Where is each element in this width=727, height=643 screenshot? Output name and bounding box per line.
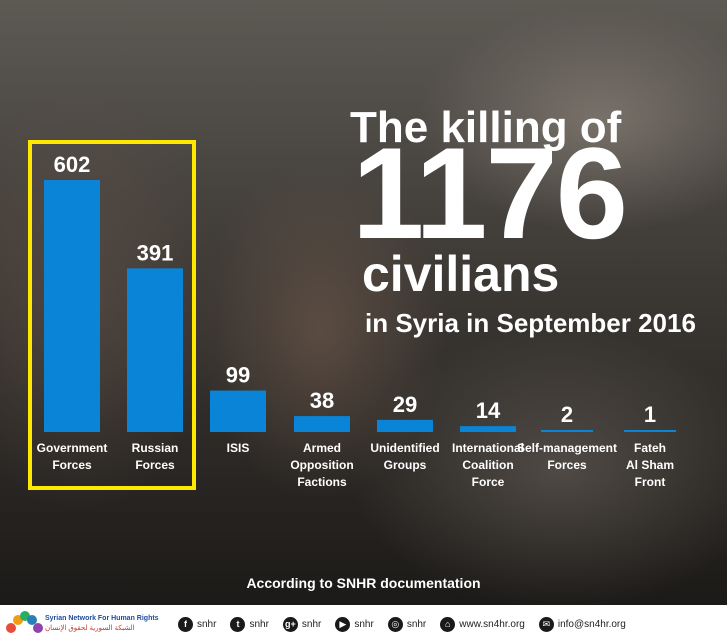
- google-plus-icon: g+: [282, 616, 298, 632]
- social-link-3[interactable]: ▶ snhr: [335, 616, 374, 632]
- logo-dot: [33, 623, 43, 633]
- value-label-4: 29: [393, 392, 417, 417]
- email-icon: ✉: [538, 616, 554, 632]
- category-label-7: Fateh Al Sham Front: [626, 441, 674, 489]
- bar-6: [541, 430, 593, 432]
- bar-chart: 602 Government Forces 391 Russian Forces 99 ISI…: [37, 152, 676, 489]
- bar-3: [294, 416, 350, 432]
- social-link-2[interactable]: g+ snhr: [282, 616, 322, 632]
- value-label-7: 1: [644, 402, 656, 427]
- logo-dot: [20, 611, 30, 621]
- category-label-4: Unidentified Groups: [370, 441, 439, 472]
- category-label-2: ISIS: [227, 441, 250, 455]
- org-name-en: Syrian Network For Human Rights: [45, 615, 159, 622]
- snhr-logo: Syrian Network For Human Rights الشبكة ا…: [6, 611, 178, 637]
- social-link-text: www.sn4hr.org: [459, 618, 525, 630]
- social-link-text: snhr: [406, 618, 427, 630]
- value-label-0: 602: [54, 152, 91, 177]
- logo-dot: [6, 623, 16, 633]
- category-label-5: International Coalition Force: [452, 441, 524, 489]
- value-label-6: 2: [561, 402, 573, 427]
- category-label-6: Self-management Forces: [517, 441, 617, 472]
- youtube-icon: ▶: [335, 616, 351, 632]
- twitter-icon: t: [230, 616, 246, 632]
- bar-7: [624, 430, 676, 432]
- social-link-text: snhr: [301, 618, 322, 630]
- social-link-text: info@sn4hr.org: [557, 618, 626, 630]
- social-link-6[interactable]: ✉ info@sn4hr.org: [538, 616, 626, 632]
- bar-1: [127, 268, 183, 432]
- bar-5: [460, 426, 516, 432]
- logo-people-icon: [6, 611, 43, 637]
- category-label-3: Armed Opposition Factions: [290, 441, 353, 489]
- value-label-5: 14: [476, 398, 501, 423]
- background-photo: [0, 0, 727, 605]
- instagram-icon: ◎: [387, 616, 403, 632]
- value-label-1: 391: [137, 240, 174, 265]
- headline-number: 1176: [352, 120, 628, 266]
- headline-line-3: civilians: [362, 246, 560, 302]
- bar-2: [210, 390, 266, 432]
- logo-dot: [27, 615, 37, 625]
- org-name-ar: الشبكة السورية لحقوق الإنسان: [45, 625, 135, 632]
- web-icon: ⌂: [440, 616, 456, 632]
- bar-0: [44, 180, 100, 432]
- value-label-3: 38: [310, 388, 334, 413]
- footer-bar: Syrian Network For Human Rights الشبكة ا…: [0, 605, 727, 643]
- category-label-0: Government Forces: [37, 441, 108, 472]
- social-link-0[interactable]: f snhr: [178, 616, 217, 632]
- social-link-1[interactable]: t snhr: [230, 616, 269, 632]
- social-link-text: snhr: [354, 618, 374, 630]
- social-link-4[interactable]: ◎ snhr: [387, 616, 427, 632]
- social-link-text: snhr: [197, 618, 217, 630]
- social-links: f snhr t snhr g+ snhr ▶ snhr ◎ snhr ⌂ www.sn4hr.org…: [178, 616, 640, 632]
- bar-4: [377, 419, 433, 432]
- highlight-box: [28, 140, 196, 490]
- source-note: According to SNHR documentation: [246, 575, 481, 591]
- value-label-2: 99: [226, 363, 250, 388]
- social-link-text: snhr: [249, 618, 269, 630]
- headline-line-4: in Syria in September 2016: [365, 308, 696, 338]
- category-label-1: Russian Forces: [132, 441, 179, 472]
- facebook-icon: f: [178, 616, 193, 632]
- social-link-5[interactable]: ⌂ www.sn4hr.org: [440, 616, 525, 632]
- headline-line-1: The killing of: [350, 103, 622, 152]
- logo-dot: [13, 615, 23, 625]
